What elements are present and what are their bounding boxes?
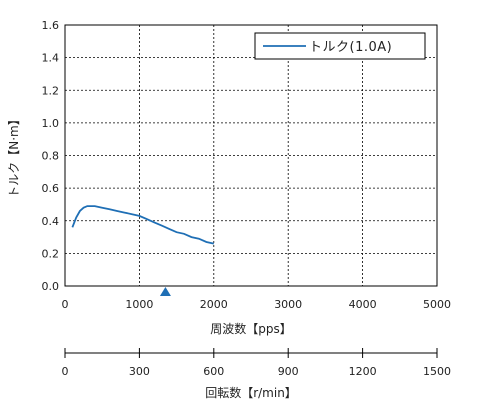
secondary-tick-label: 1200 xyxy=(349,365,377,378)
secondary-tick-label: 300 xyxy=(129,365,150,378)
x-tick-label: 5000 xyxy=(423,298,451,311)
x-tick-label: 4000 xyxy=(349,298,377,311)
y-tick-labels: 0.0 0.2 0.4 0.6 0.8 1.0 1.2 1.4 1.6 xyxy=(42,19,60,293)
plot-frame xyxy=(64,24,438,287)
series-torque-line xyxy=(71,205,214,245)
y-tick-label: 0.4 xyxy=(42,215,60,228)
operating-point-marker xyxy=(159,287,171,296)
secondary-tick-label: 1500 xyxy=(423,365,451,378)
legend-label: トルク(1.0A) xyxy=(309,40,392,55)
grid xyxy=(65,25,437,286)
secondary-tick-label: 600 xyxy=(203,365,224,378)
y-tick-label: 0.2 xyxy=(42,247,60,260)
x-tick-label: 2000 xyxy=(200,298,228,311)
legend: トルク(1.0A) xyxy=(254,32,426,60)
y-tick-label: 1.2 xyxy=(42,84,60,97)
y-tick-label: 0.6 xyxy=(42,182,60,195)
y-tick-label: 1.0 xyxy=(42,117,60,130)
x-tick-labels: 0 1000 2000 3000 4000 5000 xyxy=(62,298,452,311)
secondary-axis-title: 回転数【r/min】 xyxy=(205,385,297,400)
secondary-axis-ticks: 0 300 600 900 1200 1500 xyxy=(62,348,451,378)
x-axis-title: 周波数【pps】 xyxy=(210,321,292,336)
secondary-tick-label: 0 xyxy=(62,365,69,378)
y-tick-label: 1.6 xyxy=(42,19,60,32)
x-tick-label: 0 xyxy=(62,298,69,311)
secondary-axis: 0 300 600 900 1200 1500 回転数【r/min】 xyxy=(62,348,451,400)
y-axis-title: トルク【N·m】 xyxy=(7,113,21,197)
y-tick-label: 0.0 xyxy=(42,280,60,293)
x-tick-label: 1000 xyxy=(125,298,153,311)
y-tick-label: 1.4 xyxy=(42,52,60,65)
y-tick-label: 0.8 xyxy=(42,150,60,163)
x-tick-label: 3000 xyxy=(274,298,302,311)
secondary-tick-label: 900 xyxy=(278,365,299,378)
